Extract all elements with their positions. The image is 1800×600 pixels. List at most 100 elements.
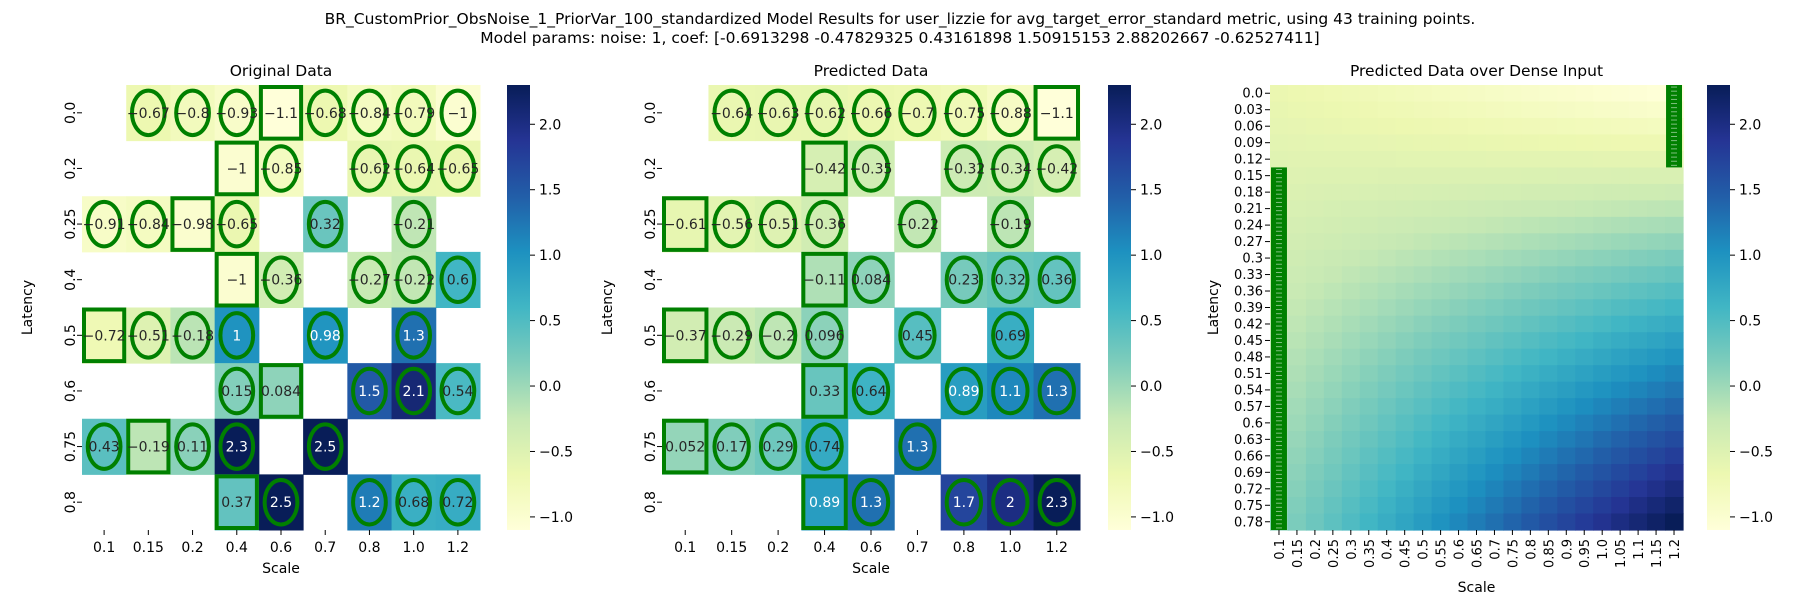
circle-marker [991, 199, 1030, 249]
dense-cell [1593, 233, 1612, 251]
dense-cell [1359, 299, 1379, 317]
dense-cell [1539, 216, 1558, 234]
circle-marker [351, 144, 388, 193]
circle-marker [395, 477, 433, 527]
dense-cell [1539, 480, 1558, 498]
heatmap-cell [662, 418, 709, 475]
colorbar-gradient [507, 85, 530, 530]
x-tick-label: 0.7 [906, 540, 928, 556]
dense-cell [1557, 332, 1576, 350]
dense-cell [1431, 348, 1451, 366]
cell-value-label: −0.79 [392, 106, 435, 122]
dense-cell [1629, 299, 1648, 317]
x-tick-label: 0.15 [716, 540, 747, 556]
circle-marker [851, 144, 891, 193]
dense-cell [1341, 233, 1361, 251]
dense-cell [1647, 447, 1666, 465]
circle-marker [851, 366, 891, 416]
dense-cell [1341, 381, 1361, 399]
dense-cell [1305, 183, 1325, 201]
dense-cell [1287, 101, 1307, 119]
cell-value-label: −0.66 [850, 106, 893, 122]
dense-cell [1611, 299, 1630, 317]
dense-cell [1503, 398, 1522, 416]
dense-cell [1341, 282, 1361, 300]
dense-cell [1413, 249, 1433, 267]
dense-cell [1485, 332, 1505, 350]
y-tick-label: 0.66 [1234, 449, 1263, 464]
dense-cell [1305, 299, 1325, 317]
dense-cell [1323, 315, 1343, 333]
cell-value-label: −0.18 [171, 328, 214, 344]
y-tick-label: 0.36 [1234, 285, 1263, 300]
dense-cell [1629, 216, 1648, 234]
circle-marker [898, 88, 937, 138]
dense-cell [1323, 183, 1343, 201]
y-tick-label: 0.48 [1234, 350, 1263, 365]
dense-cell [1557, 183, 1576, 201]
dense-cell [1611, 200, 1630, 218]
dense-cell [1593, 200, 1612, 218]
dense-cell [1377, 414, 1397, 432]
y-tick-label: 0.6 [643, 380, 659, 402]
circle-marker [898, 311, 937, 360]
dense-cell [1305, 233, 1325, 251]
dense-cell [1503, 464, 1522, 482]
heatmap-cell [801, 140, 849, 197]
dense-cell [1629, 431, 1648, 449]
dense-cell [1611, 348, 1630, 366]
dense-cell [1575, 183, 1594, 201]
dense-cell [1647, 266, 1666, 284]
dense-cell [1593, 464, 1612, 482]
dense-cell [1629, 513, 1648, 531]
heatmap-cell [126, 418, 171, 475]
cell-value-label: 1.5 [358, 384, 380, 400]
dense-cell [1575, 249, 1594, 267]
panel-title-1: Original Data [230, 62, 333, 80]
y-tick-label: 0.69 [1234, 466, 1263, 481]
dense-cell [1431, 249, 1451, 267]
cell-value-label: 2.3 [1046, 495, 1068, 511]
dense-cell [1575, 431, 1594, 449]
dense-cell [1575, 134, 1594, 152]
dense-cell [1359, 480, 1379, 498]
dense-cell [1647, 365, 1666, 383]
dense-cell [1377, 101, 1397, 119]
dense-cell [1575, 480, 1594, 498]
dense-cell [1593, 282, 1612, 300]
dense-cell [1305, 414, 1325, 432]
dense-cell [1629, 497, 1648, 515]
circle-marker [991, 366, 1030, 416]
dense-cell [1539, 117, 1558, 136]
dense-cell [1647, 200, 1666, 218]
square-marker [258, 85, 304, 141]
x-tick-label: 1.2 [1668, 539, 1683, 560]
dense-cell [1413, 447, 1433, 465]
dense-cell [1557, 447, 1576, 465]
dense-cell [1395, 216, 1415, 234]
dense-cell [1305, 381, 1325, 399]
dense-cell [1431, 282, 1451, 300]
dense-cell [1413, 266, 1433, 284]
dense-cell [1611, 398, 1630, 416]
dense-cell [1305, 398, 1325, 416]
dense-cell [1485, 398, 1505, 416]
dense-cell [1611, 414, 1630, 432]
dense-cell [1521, 414, 1540, 432]
dense-cell [1647, 282, 1666, 300]
dense-cell [1305, 167, 1325, 185]
dense-cell [1521, 117, 1540, 136]
dense-cell [1575, 464, 1594, 482]
heatmap-cell [258, 85, 304, 142]
dense-cell [1575, 414, 1594, 432]
dense-cell [1611, 249, 1630, 267]
dense-cell [1323, 414, 1343, 432]
dense-cell [1593, 414, 1612, 432]
dense-cell [1611, 216, 1630, 234]
square-marker [801, 140, 848, 197]
cell-value-label: 2.5 [270, 495, 292, 511]
cell-value-label: −0.7 [900, 106, 934, 122]
colorbar-tick-label: 0.0 [1140, 379, 1162, 395]
x-tick-label: 0.6 [860, 540, 882, 556]
dense-cell [1629, 266, 1648, 284]
